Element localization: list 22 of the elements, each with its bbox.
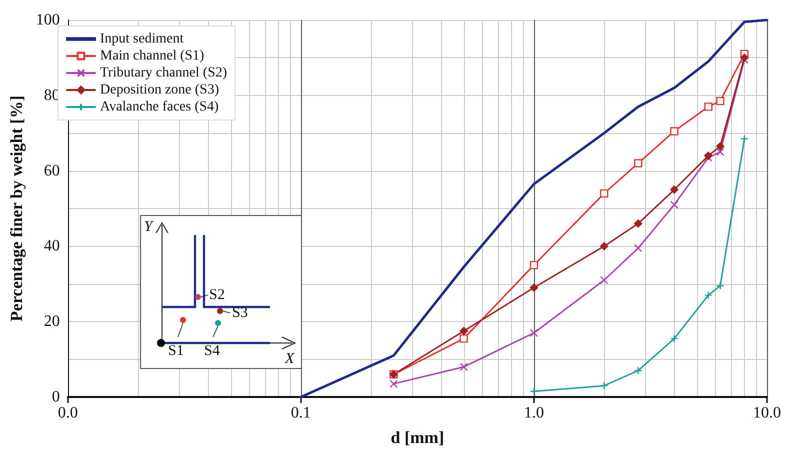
x-axis-title: d [mm]	[390, 428, 444, 447]
annotation: S1	[168, 343, 184, 359]
legend-label: Main channel (S1)	[100, 48, 205, 64]
legend-label: Input sediment	[100, 32, 184, 46]
y-tick-label: 60	[44, 162, 60, 180]
annotation: S4	[204, 343, 220, 359]
x-tick-label: 0.1	[290, 404, 311, 422]
y-tick-label: 0	[52, 388, 60, 406]
annotation: S3	[232, 305, 248, 321]
legend-label: Deposition zone (S3)	[100, 82, 220, 98]
legend-label: Tributary channel (S2)	[100, 66, 228, 80]
y-tick-label: 20	[44, 313, 60, 330]
x-tick-label: 0.0	[58, 404, 78, 422]
y-tick-label: 40	[44, 238, 60, 255]
annotation: S2	[209, 287, 225, 303]
annotation: X	[284, 351, 295, 367]
y-axis-title: Percentage finer by weight [%]	[7, 96, 26, 322]
y-tick-label: 100	[36, 12, 60, 28]
x-tick-label: 1.0	[524, 404, 544, 422]
annotation: Y	[144, 219, 154, 235]
legend-label: Avalanche faces (S4)	[100, 100, 220, 114]
x-tick-label: 10.0	[753, 404, 781, 422]
